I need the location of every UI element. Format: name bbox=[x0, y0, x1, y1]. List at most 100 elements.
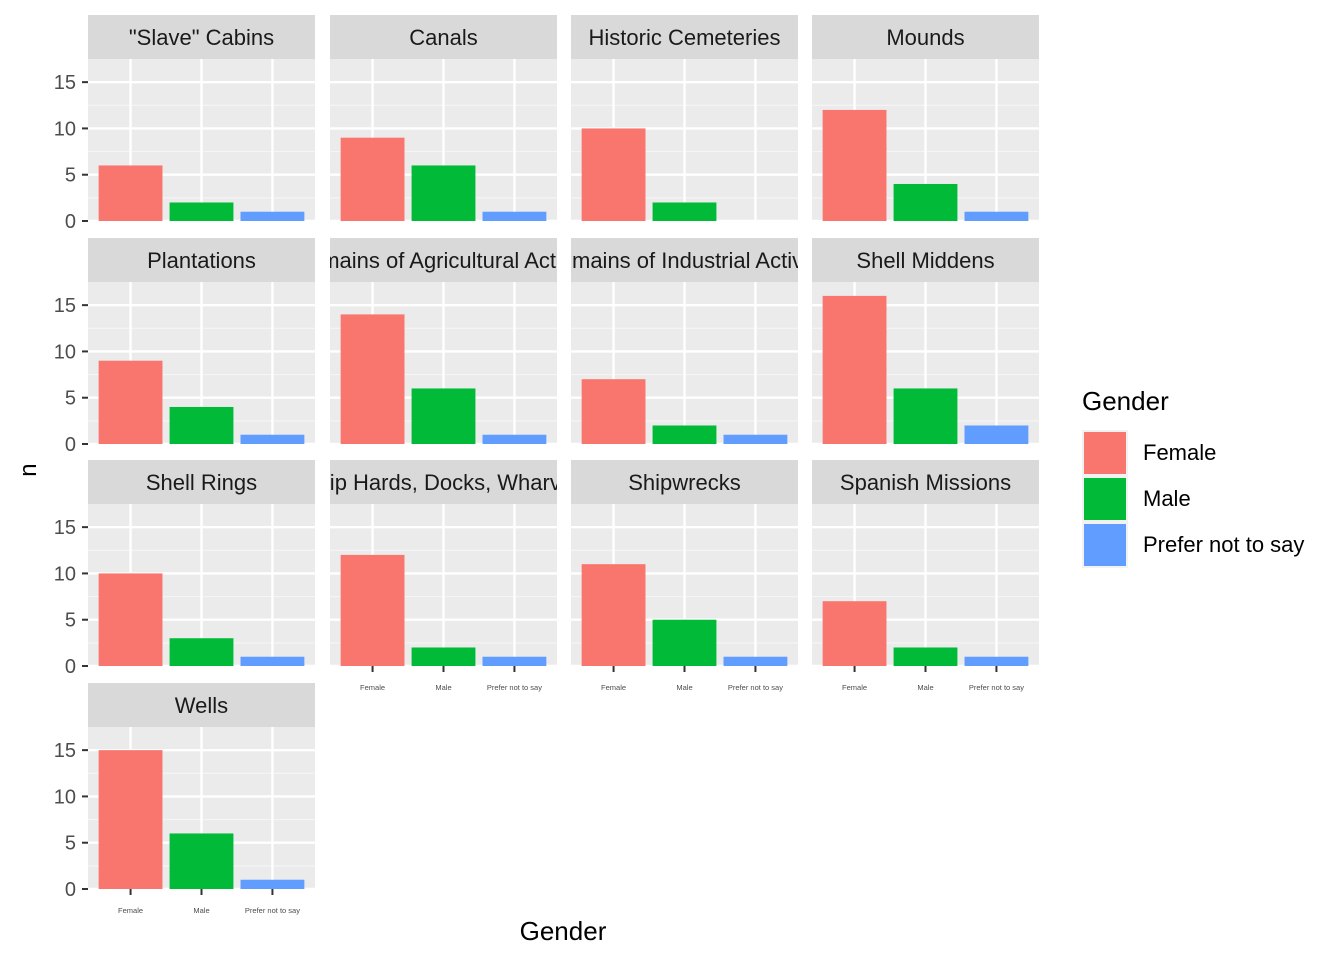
x-tick-label: Male bbox=[435, 683, 451, 692]
x-tick-label: Female bbox=[360, 683, 385, 692]
y-tick-label: 15 bbox=[54, 740, 76, 762]
bar-male bbox=[169, 638, 234, 666]
y-tick-label: 0 bbox=[65, 434, 76, 456]
facet-panel-canals: Canals bbox=[330, 15, 557, 223]
facet-strip bbox=[88, 238, 315, 282]
y-tick-label: 0 bbox=[65, 656, 76, 678]
bar-male bbox=[652, 202, 717, 221]
facet-strip-label: Remains of Agricultural Activity bbox=[293, 248, 594, 273]
bar-female bbox=[98, 573, 163, 666]
facet-strip bbox=[571, 460, 798, 504]
x-tick-label: Prefer not to say bbox=[487, 683, 542, 692]
facet-panel-shell-rings: Shell Rings 0 5 10 15 bbox=[54, 460, 315, 678]
x-tick-label: Female bbox=[118, 906, 143, 915]
bar-prefer-not-to-say bbox=[482, 434, 547, 444]
y-tick-label: 5 bbox=[65, 833, 76, 855]
bar-female bbox=[98, 360, 163, 444]
x-tick-label: Female bbox=[601, 683, 626, 692]
bar-female bbox=[340, 554, 405, 666]
x-tick-label: Prefer not to say bbox=[245, 906, 300, 915]
y-tick-label: 10 bbox=[54, 118, 76, 140]
bar-prefer-not-to-say bbox=[723, 656, 788, 666]
facet-strip-label: Plantations bbox=[147, 248, 256, 273]
bar-male bbox=[893, 647, 958, 666]
x-tick-label: Female bbox=[842, 683, 867, 692]
y-tick-label: 5 bbox=[65, 165, 76, 187]
facet-strip-label: Mounds bbox=[886, 25, 964, 50]
x-axis-title: Gender bbox=[520, 916, 607, 946]
facet-strip-label: "Slave" Cabins bbox=[129, 25, 274, 50]
facet-strip-label: Canals bbox=[409, 25, 477, 50]
bar-female bbox=[581, 379, 646, 444]
bar-female bbox=[822, 601, 887, 666]
x-tick-label: Male bbox=[917, 683, 933, 692]
facet-panel-plantations: Plantations 0 5 10 15 bbox=[54, 238, 315, 456]
y-tick-label: 15 bbox=[54, 72, 76, 94]
legend-swatch-male bbox=[1084, 478, 1126, 520]
facet-panel-slave-cabins: "Slave" Cabins 0 5 10 15 bbox=[54, 15, 315, 233]
bar-prefer-not-to-say bbox=[964, 425, 1029, 444]
bar-prefer-not-to-say bbox=[482, 211, 547, 221]
facet-panel-remains-of-agricultural-activity: Remains of Agricultural Activity bbox=[293, 238, 594, 446]
legend-label-male: Male bbox=[1143, 486, 1191, 511]
bar-male bbox=[411, 647, 476, 666]
x-tick-label: Prefer not to say bbox=[969, 683, 1024, 692]
facet-strip bbox=[88, 15, 315, 59]
bar-prefer-not-to-say bbox=[240, 211, 305, 221]
bar-female bbox=[581, 128, 646, 221]
facet-strip-label: Shell Middens bbox=[856, 248, 994, 273]
facet-strip-label: Historic Cemeteries bbox=[589, 25, 781, 50]
y-tick-label: 10 bbox=[54, 563, 76, 585]
bar-prefer-not-to-say bbox=[240, 656, 305, 666]
bar-male bbox=[169, 833, 234, 889]
bar-prefer-not-to-say bbox=[482, 656, 547, 666]
facet-panel-remains-of-industrial-activity: Remains of Industrial Activity bbox=[544, 238, 825, 446]
bar-male bbox=[411, 165, 476, 221]
x-tick-label: Male bbox=[193, 906, 209, 915]
bar-female bbox=[822, 295, 887, 444]
legend: Gender Female Male Prefer not to say bbox=[1082, 386, 1304, 568]
bar-male bbox=[893, 183, 958, 221]
y-axis-title: n bbox=[15, 463, 42, 476]
bar-female bbox=[98, 165, 163, 221]
bar-male bbox=[169, 406, 234, 444]
facet-panel-shell-middens: Shell Middens bbox=[812, 238, 1039, 446]
facet-strip-label: Shipwrecks bbox=[628, 470, 740, 495]
y-tick-label: 0 bbox=[65, 211, 76, 233]
legend-label-prefer-not-to-say: Prefer not to say bbox=[1143, 532, 1304, 557]
bar-female bbox=[98, 750, 163, 889]
legend-title: Gender bbox=[1082, 386, 1169, 416]
y-tick-label: 15 bbox=[54, 295, 76, 317]
bar-male bbox=[411, 388, 476, 444]
facet-strip bbox=[571, 15, 798, 59]
x-tick-label: Prefer not to say bbox=[728, 683, 783, 692]
facet-strip bbox=[812, 15, 1039, 59]
facet-panel-spanish-missions: Spanish Missions Female Male Prefer not to … bbox=[812, 460, 1039, 692]
bar-prefer-not-to-say bbox=[964, 211, 1029, 221]
facet-strip-label: Remains of Industrial Activity bbox=[544, 248, 825, 273]
legend-swatch-prefer-not-to-say bbox=[1084, 524, 1126, 566]
facet-panel-mounds: Mounds bbox=[812, 15, 1039, 223]
facet-strip bbox=[812, 460, 1039, 504]
bar-prefer-not-to-say bbox=[723, 434, 788, 444]
facet-panel-wells: Wells 0 5 10 15 Female Male Prefer not to say bbox=[54, 683, 315, 915]
bar-female bbox=[581, 564, 646, 666]
facet-panel-ship-hards-docks-wharves: Ship Hards, Docks, Wharves Female Male Pref… bbox=[330, 460, 557, 692]
bar-female bbox=[340, 314, 405, 444]
facet-strip bbox=[571, 238, 798, 282]
facet-strip bbox=[330, 15, 557, 59]
facet-strip-label: Shell Rings bbox=[146, 470, 257, 495]
facet-panel-shipwrecks: Shipwrecks Female Male Prefer not to say bbox=[571, 460, 798, 692]
bar-female bbox=[822, 109, 887, 221]
facet-strip bbox=[330, 460, 557, 504]
facet-strip-label: Spanish Missions bbox=[840, 470, 1011, 495]
facet-strip bbox=[88, 683, 315, 727]
bar-prefer-not-to-say bbox=[240, 879, 305, 889]
y-tick-label: 10 bbox=[54, 341, 76, 363]
bar-female bbox=[340, 137, 405, 221]
legend-label-female: Female bbox=[1143, 440, 1216, 465]
bar-prefer-not-to-say bbox=[964, 656, 1029, 666]
facet-strip bbox=[330, 238, 557, 282]
